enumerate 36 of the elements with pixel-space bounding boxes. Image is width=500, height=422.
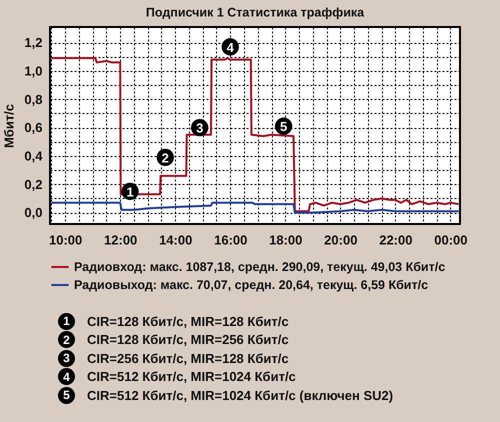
numbered-circle-icon: 1: [58, 312, 75, 330]
annotation: 4: [226, 40, 235, 55]
chart-title: Подписчик 1 Статистика траффика: [146, 6, 366, 20]
y-tick-label: 1,2: [24, 35, 42, 50]
legend-label: Радиовход: макс. 1087,18, средн. 290,09, текущ. 49,03 Кбит/с: [74, 260, 446, 274]
y-tick-label: 0,0: [24, 205, 42, 220]
line-series: [50, 57, 460, 212]
x-tick-label: 18:00: [269, 232, 302, 248]
y-tick-label: 0,6: [24, 120, 42, 136]
y-tick-label: 0,4: [24, 148, 44, 164]
legend-label: Радиовыход: макс. 70,07, средн. 20,64, текущ. 6,59 Кбит/с: [74, 278, 428, 292]
text: CIR=128 Кбит/с, MIR=256 Кбит/с: [87, 332, 289, 348]
numbered-circle-icon: 5: [58, 386, 75, 404]
text: CIR=512 Кбит/с, MIR=1024 Кбит/с: [87, 369, 296, 384]
annotation: 3: [196, 120, 204, 136]
x-tick-label: 12:00: [104, 232, 138, 248]
y-tick-label: 0,2: [24, 176, 42, 192]
numbered-circle-icon: 4: [58, 368, 75, 386]
numbered-circle-icon: 3: [58, 350, 75, 367]
x-tick-label: 22:00: [379, 232, 412, 248]
y-axis-title: Мбит/с: [1, 104, 16, 148]
line-series: [50, 202, 460, 214]
text: CIR=512 Кбит/с, MIR=1024 Кбит/с (включен SU2): [87, 388, 394, 403]
y-tick-label: 0,8: [24, 92, 42, 107]
annotation: 2: [162, 150, 169, 166]
x-tick-label: 00:00: [434, 232, 468, 248]
x-tick-label: 20:00: [324, 232, 358, 248]
x-tick-label: 14:00: [159, 232, 192, 248]
text: CIR=128 Кбит/с, MIR=128 Кбит/с: [87, 314, 289, 329]
y-tick-label: 1,0: [24, 63, 42, 78]
numbered-circle-icon: 2: [58, 331, 75, 348]
text: CIR=256 Кбит/с, MIR=128 Кбит/с: [87, 350, 289, 366]
annotation: 5: [280, 119, 288, 134]
x-tick-label: 10:00: [49, 232, 82, 248]
annotation: 1: [126, 184, 134, 200]
x-tick-label: 16:00: [214, 232, 248, 248]
